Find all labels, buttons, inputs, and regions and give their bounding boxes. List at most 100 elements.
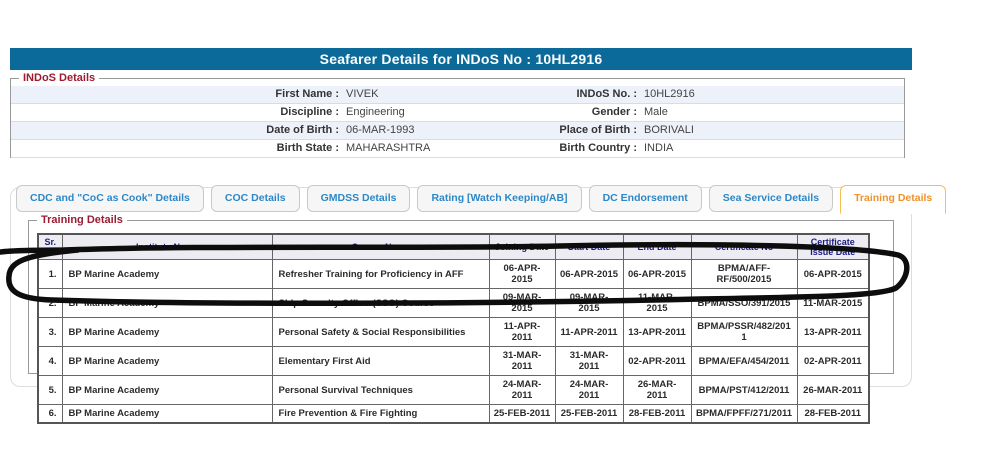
- table-cell: 26-MAR-2011: [796, 375, 870, 405]
- training-table-body: 1. BP Marine Academy Refresher Training fo…: [37, 259, 870, 424]
- field-value: BORIVALI: [644, 124, 694, 136]
- table-cell: 06-APR-2015: [622, 259, 692, 289]
- field-value: MAHARASHTRA: [346, 142, 431, 154]
- indos-details-legend: INDoS Details: [23, 72, 96, 84]
- field-value: Engineering: [346, 106, 405, 118]
- indos-detail-rows: First Name : VIVEK INDoS No. : 10HL2916 Disc…: [11, 86, 904, 158]
- tab-gmdss-details[interactable]: GMDSS Details: [306, 185, 411, 212]
- column-header-start-date: Start Date: [554, 233, 624, 260]
- field-label: Discipline :: [280, 106, 339, 118]
- table-cell: 13-APR-2011: [622, 317, 692, 347]
- training-table: Sr. No. Institute Name Course Name Joining …: [37, 233, 870, 424]
- field-value: 10HL2916: [644, 88, 695, 100]
- table-cell: 25-FEB-2011: [488, 404, 556, 424]
- detail-row: Discipline : Engineering Gender : Male: [11, 104, 904, 122]
- field-label: Gender :: [591, 106, 637, 118]
- column-header-end-date: End Date: [622, 233, 692, 260]
- table-cell: BPMA/FPFF/271/2011: [690, 404, 798, 424]
- table-cell: Fire Prevention & Fire Fighting: [271, 404, 490, 424]
- training-details-section: Training Details Sr. No. Institute Name Co…: [28, 214, 894, 424]
- table-cell: BPMA/AFF-RF/500/2015: [690, 259, 798, 289]
- detail-row: First Name : VIVEK INDoS No. : 10HL2916: [11, 86, 904, 104]
- table-row: 4. BP Marine Academy Elementary First Aid 3…: [37, 346, 870, 376]
- table-cell: Personal Survival Techniques: [271, 375, 490, 405]
- tab-coc-details[interactable]: COC Details: [210, 185, 300, 212]
- table-cell: Refresher Training for Proficiency in AF…: [271, 259, 490, 289]
- field-value: VIVEK: [346, 88, 379, 100]
- tab-sea-service-details[interactable]: Sea Service Details: [708, 185, 834, 212]
- field-value: 06-MAR-1993: [346, 124, 415, 136]
- column-header-joining-date: Joining Date: [488, 233, 556, 260]
- table-cell: BPMA/SSO/391/2015: [690, 288, 798, 318]
- tab-cdc-and-coc-as-cook-details[interactable]: CDC and "CoC as Cook" Details: [16, 185, 204, 212]
- page-title: Seafarer Details for INDoS No : 10HL2916: [10, 48, 912, 70]
- table-cell: 4.: [37, 346, 63, 376]
- table-cell: 11-APR-2011: [554, 317, 624, 347]
- table-cell: BP Marine Academy: [61, 317, 273, 347]
- table-cell: 28-FEB-2011: [622, 404, 692, 424]
- tab-rating-watch-keeping-ab[interactable]: Rating [Watch Keeping/AB]: [417, 185, 582, 212]
- table-cell: BPMA/EFA/454/2011: [690, 346, 798, 376]
- table-cell: 06-APR-2015: [488, 259, 556, 289]
- training-details-legend: Training Details: [41, 214, 123, 226]
- table-cell: BP Marine Academy: [61, 375, 273, 405]
- table-cell: 09-MAR-2015: [488, 288, 556, 318]
- table-cell: 2.: [37, 288, 63, 318]
- field-label: Date of Birth :: [266, 124, 339, 136]
- field-value: INDIA: [644, 142, 674, 154]
- table-cell: 06-APR-2015: [554, 259, 624, 289]
- field-value: Male: [644, 106, 668, 118]
- tab-bar: CDC and "CoC as Cook" Details COC Details…: [16, 185, 947, 214]
- table-cell: 11-MAR-2015: [622, 288, 692, 318]
- table-cell: 06-APR-2015: [796, 259, 870, 289]
- field-label: Place of Birth :: [559, 124, 637, 136]
- table-cell: 11-MAR-2015: [796, 288, 870, 318]
- table-cell: 26-MAR-2011: [622, 375, 692, 405]
- table-cell: Ship Security Officer(SSO) Course: [271, 288, 490, 318]
- detail-row: Birth State : MAHARASHTRA Birth Country : I…: [11, 140, 904, 158]
- table-row: 1. BP Marine Academy Refresher Training fo…: [37, 259, 870, 289]
- column-header-certificate-no: Certificate No: [690, 233, 798, 260]
- table-cell: 11-APR-2011: [488, 317, 556, 347]
- column-header-course-name: Course Name: [271, 233, 490, 260]
- table-cell: 13-APR-2011: [796, 317, 870, 347]
- table-cell: 24-MAR-2011: [554, 375, 624, 405]
- table-cell: 6.: [37, 404, 63, 424]
- field-label: Birth State :: [276, 142, 339, 154]
- table-cell: BP Marine Academy: [61, 346, 273, 376]
- table-cell: 1.: [37, 259, 63, 289]
- table-cell: 31-MAR-2011: [488, 346, 556, 376]
- table-row: 6. BP Marine Academy Fire Prevention & Fir…: [37, 404, 870, 424]
- field-label: INDoS No. :: [576, 88, 638, 100]
- table-cell: 3.: [37, 317, 63, 347]
- tab-training-details[interactable]: Training Details: [840, 185, 947, 214]
- indos-details-section: INDoS Details First Name : VIVEK INDoS No.…: [10, 72, 905, 158]
- table-cell: BPMA/PSSR/482/2011: [690, 317, 798, 347]
- table-cell: 28-FEB-2011: [796, 404, 870, 424]
- table-row: 3. BP Marine Academy Personal Safety & Soc…: [37, 317, 870, 347]
- table-cell: 25-FEB-2011: [554, 404, 624, 424]
- table-row: 2. BP Marine Academy Ship Security Officer…: [37, 288, 870, 318]
- table-cell: 09-MAR-2015: [554, 288, 624, 318]
- column-header-sr-no: Sr. No.: [37, 233, 63, 260]
- table-cell: 24-MAR-2011: [488, 375, 556, 405]
- field-label: First Name :: [275, 88, 339, 100]
- table-cell: 02-APR-2011: [622, 346, 692, 376]
- field-label: Birth Country :: [559, 142, 637, 154]
- table-cell: Elementary First Aid: [271, 346, 490, 376]
- table-cell: BP Marine Academy: [61, 404, 273, 424]
- tab-dc-endorsement[interactable]: DC Endorsement: [588, 185, 702, 212]
- table-cell: 5.: [37, 375, 63, 405]
- table-cell: BP Marine Academy: [61, 288, 273, 318]
- table-cell: Personal Safety & Social Responsibilitie…: [271, 317, 490, 347]
- column-header-certificate-issue-date: Certificate Issue Date: [796, 233, 870, 260]
- table-cell: 02-APR-2011: [796, 346, 870, 376]
- table-cell: BP Marine Academy: [61, 259, 273, 289]
- table-cell: BPMA/PST/412/2011: [690, 375, 798, 405]
- table-row: 5. BP Marine Academy Personal Survival Tec…: [37, 375, 870, 405]
- detail-row: Date of Birth : 06-MAR-1993 Place of Birth…: [11, 122, 904, 140]
- table-cell: 31-MAR-2011: [554, 346, 624, 376]
- training-table-header-row: Sr. No. Institute Name Course Name Joining …: [37, 233, 870, 260]
- column-header-institute-name: Institute Name: [61, 233, 273, 260]
